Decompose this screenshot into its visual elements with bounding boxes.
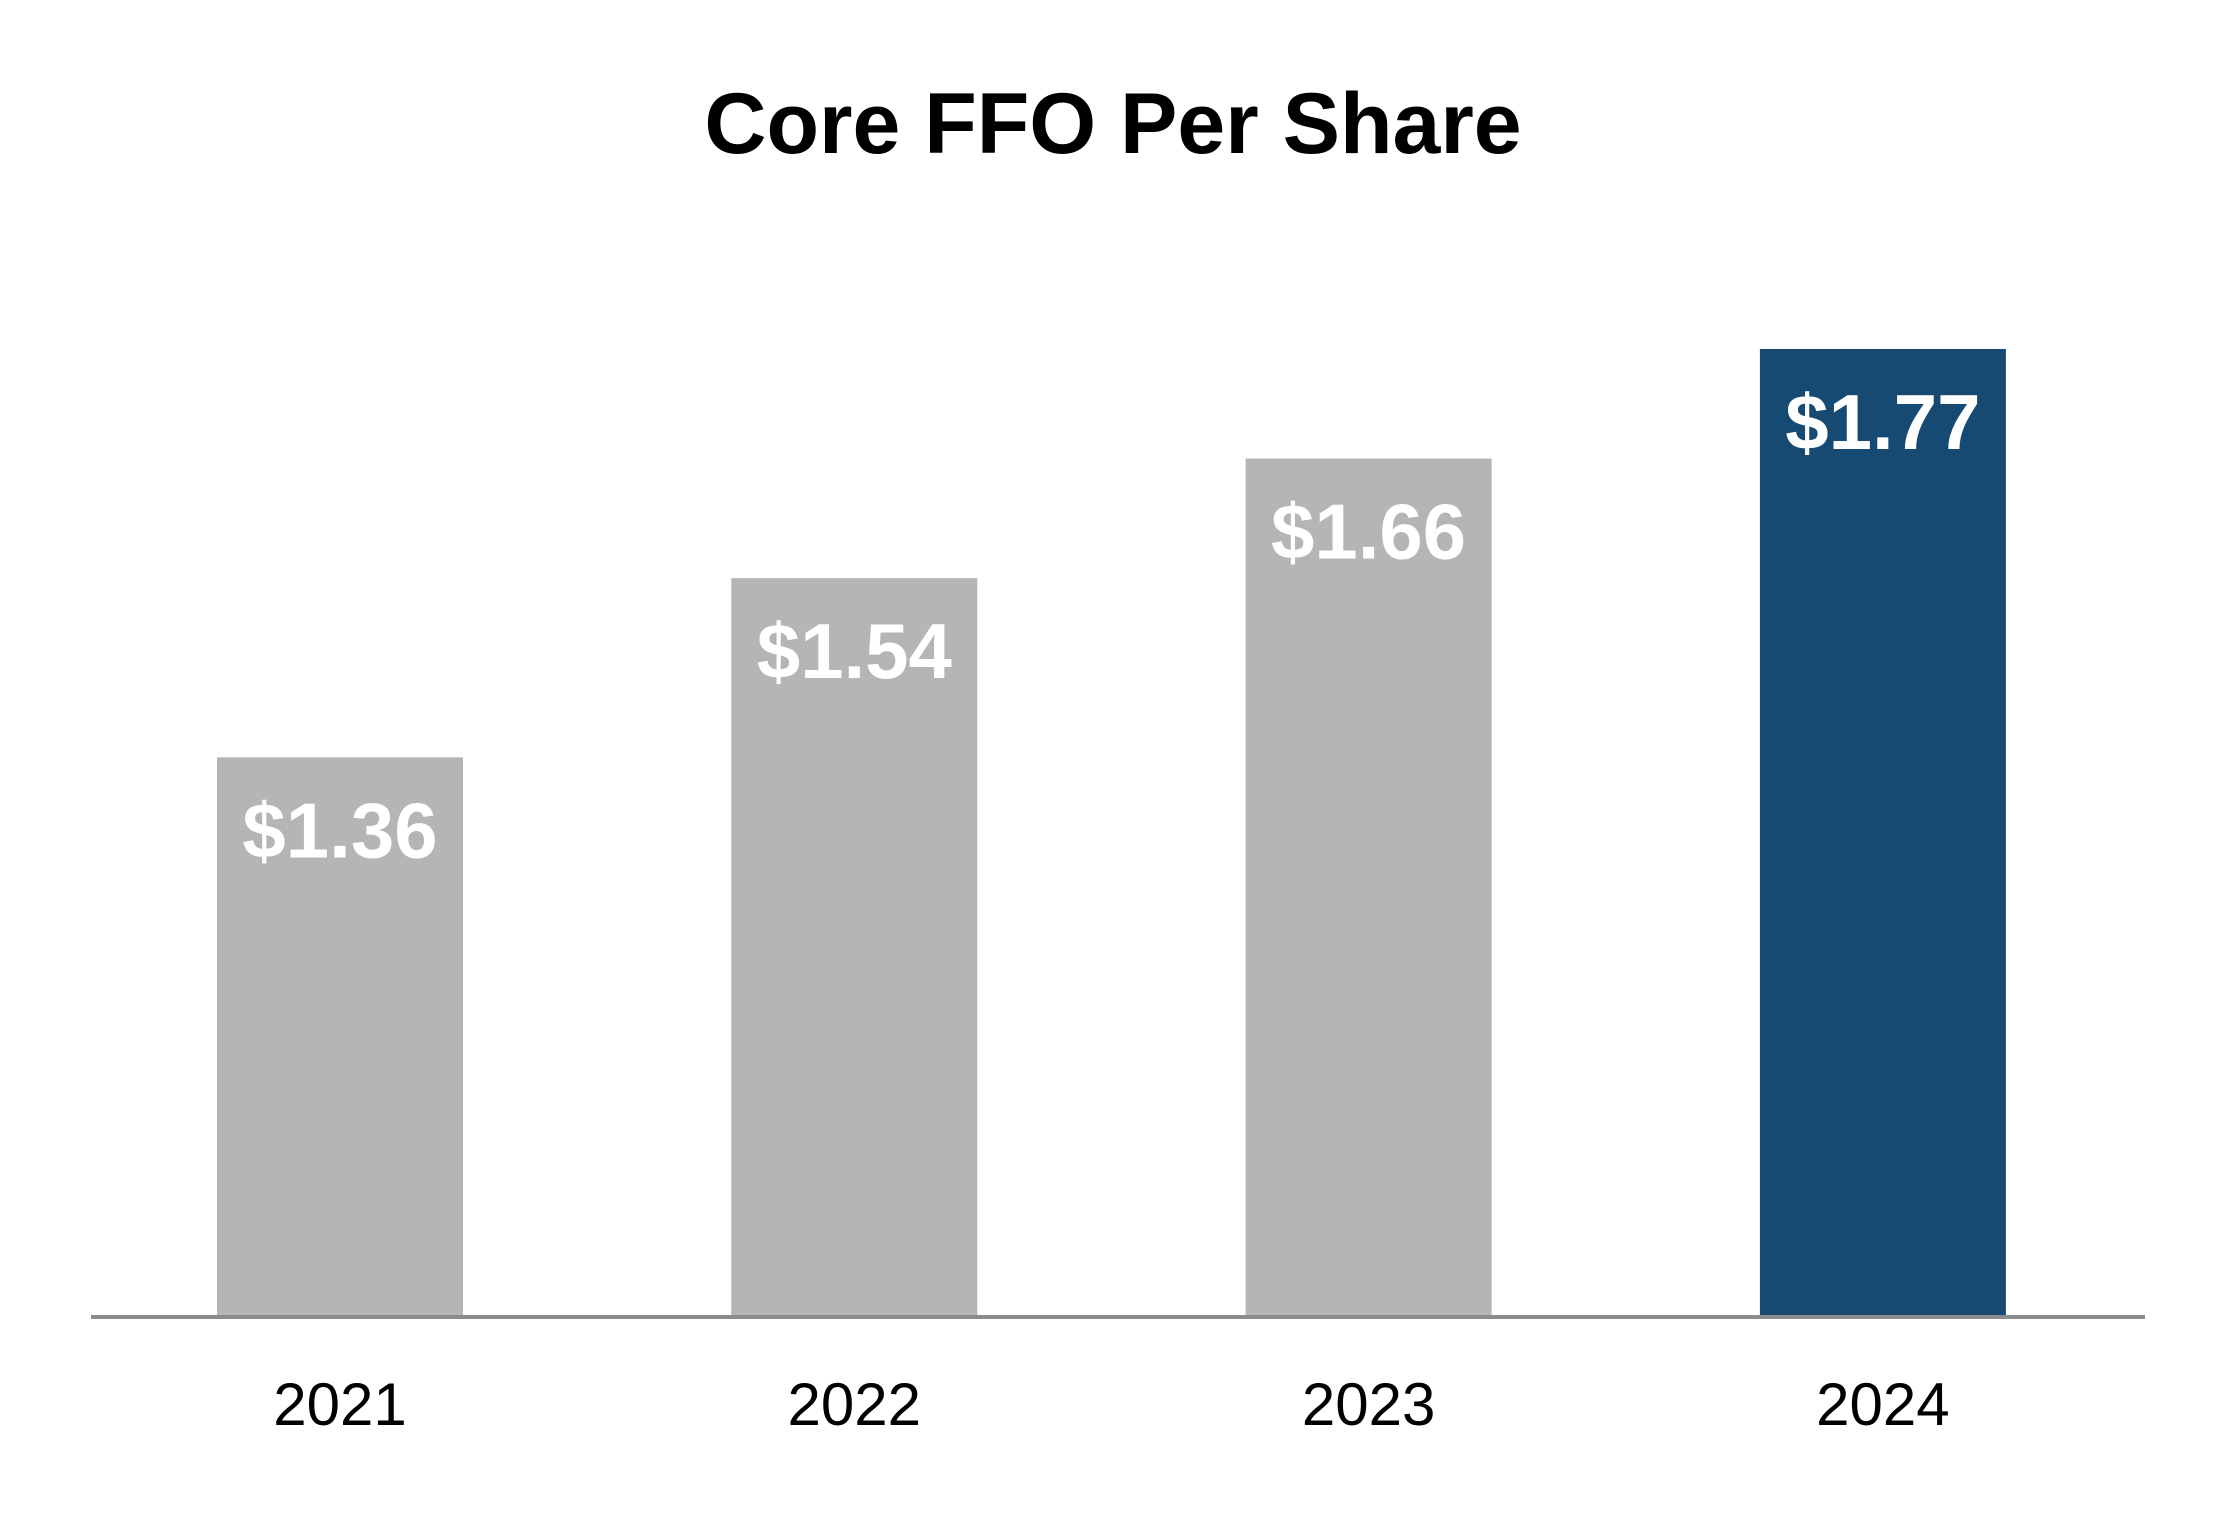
bar-2023 — [1245, 458, 1492, 1315]
bar-2021 — [217, 757, 463, 1315]
x-tick-label-2023: 2023 — [1302, 1371, 1435, 1438]
value-label-2023: $1.66 — [1271, 488, 1466, 576]
value-labels-layer: $1.36 $1.54 $1.66 $1.77 — [242, 378, 1980, 874]
value-label-2024: $1.77 — [1785, 378, 1980, 466]
bar-2022 — [731, 578, 978, 1315]
bar-2024 — [1759, 349, 2006, 1315]
bars-layer — [217, 349, 2006, 1315]
x-tick-label-2022: 2022 — [788, 1371, 921, 1438]
x-tick-label-2024: 2024 — [1816, 1371, 1949, 1438]
chart-title: Core FFO Per Share — [704, 76, 1521, 172]
x-tick-label-2021: 2021 — [273, 1371, 406, 1438]
x-tick-labels-layer: 2021 2022 2023 2024 — [273, 1371, 1949, 1438]
value-label-2021: $1.36 — [242, 786, 437, 874]
value-label-2022: $1.54 — [757, 607, 952, 695]
